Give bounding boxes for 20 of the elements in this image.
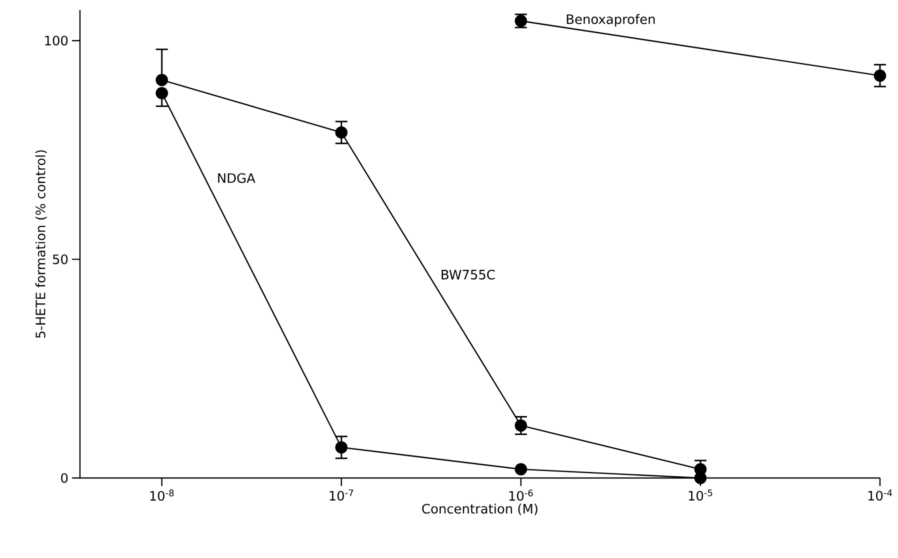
point <box>514 419 528 432</box>
y-tick-label: 100 <box>45 36 68 46</box>
point <box>335 126 348 139</box>
series-label: Benoxaprofen <box>566 14 655 27</box>
y-axis-title: 5-HETE formation (% control) <box>35 150 47 338</box>
x-tick-label: 10$^{-8}$ <box>150 490 174 501</box>
x-tick-label: 10$^{-6}$ <box>509 490 533 501</box>
x-tick-label: 10$^{-5}$ <box>688 490 712 501</box>
series-label: BW755C <box>442 270 495 280</box>
point <box>514 463 528 476</box>
point <box>156 74 168 86</box>
point <box>694 463 707 476</box>
series-label: NDGA <box>218 173 256 183</box>
x-axis-title: Concentration (M) <box>422 504 538 516</box>
point <box>156 86 168 100</box>
x-tick-label: 10$^{-7}$ <box>330 490 354 501</box>
x-tick-label: 10$^{-4}$ <box>868 490 892 501</box>
y-tick-label: 50 <box>52 254 68 264</box>
point <box>335 441 348 454</box>
y-tick-label: 0 <box>61 473 68 483</box>
